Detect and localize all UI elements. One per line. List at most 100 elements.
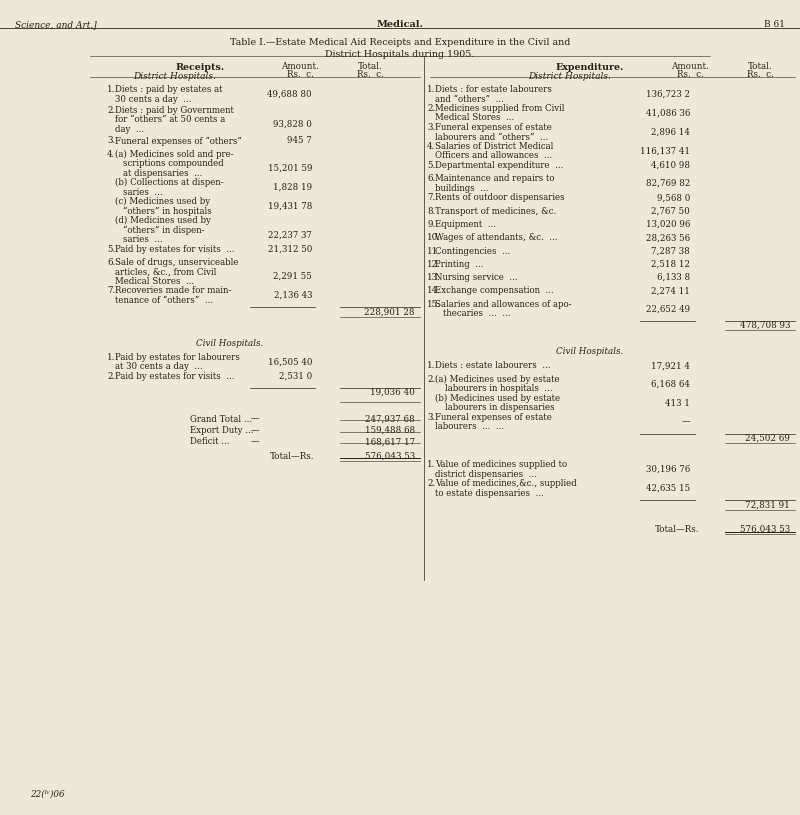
Text: 15,201 59: 15,201 59 — [267, 164, 312, 173]
Text: tenance of “others”  ...: tenance of “others” ... — [115, 296, 213, 305]
Text: 2.: 2. — [427, 479, 435, 488]
Text: scriptions compounded: scriptions compounded — [123, 159, 224, 168]
Text: Transport of medicines, &c.: Transport of medicines, &c. — [435, 206, 556, 216]
Text: Medical.: Medical. — [377, 20, 423, 29]
Text: 72,831 91: 72,831 91 — [746, 500, 790, 509]
Text: 2.: 2. — [107, 106, 115, 115]
Text: Diets : paid by estates at: Diets : paid by estates at — [115, 85, 222, 94]
Text: Officers and allowances  ...: Officers and allowances ... — [435, 152, 552, 161]
Text: labourers in hospitals  ...: labourers in hospitals ... — [445, 384, 553, 394]
Text: 6,133 8: 6,133 8 — [657, 273, 690, 282]
Text: 2,767 50: 2,767 50 — [651, 206, 690, 216]
Text: Rs.  c.: Rs. c. — [677, 70, 703, 79]
Text: (b) Collections at dispen-: (b) Collections at dispen- — [115, 178, 224, 187]
Text: 16,505 40: 16,505 40 — [267, 358, 312, 367]
Text: 1.: 1. — [427, 85, 435, 94]
Text: District Hospitals.: District Hospitals. — [529, 72, 611, 81]
Text: 93,828 0: 93,828 0 — [273, 120, 312, 129]
Text: —: — — [682, 417, 690, 426]
Text: 2.: 2. — [427, 375, 435, 384]
Text: labourers and “others”  ...: labourers and “others” ... — [435, 133, 548, 142]
Text: Science, and Art.]: Science, and Art.] — [15, 20, 97, 29]
Text: 1.: 1. — [107, 85, 115, 94]
Text: 1.: 1. — [427, 460, 435, 469]
Text: 13.: 13. — [427, 273, 441, 282]
Text: 4.: 4. — [107, 150, 115, 159]
Text: 10.: 10. — [427, 233, 441, 242]
Text: 478,708 93: 478,708 93 — [739, 320, 790, 330]
Text: buildings  ...: buildings ... — [435, 184, 489, 193]
Text: 945 7: 945 7 — [287, 136, 312, 145]
Text: for “others” at 50 cents a: for “others” at 50 cents a — [115, 116, 226, 125]
Text: 1.: 1. — [427, 361, 435, 371]
Text: 24,502 69: 24,502 69 — [745, 434, 790, 443]
Text: —: — — [250, 415, 259, 424]
Text: saries  ...: saries ... — [123, 235, 162, 244]
Text: Rents of outdoor dispensaries: Rents of outdoor dispensaries — [435, 193, 565, 202]
Text: labourers  ...  ...: labourers ... ... — [435, 422, 504, 431]
Text: Paid by estates for visits  ...: Paid by estates for visits ... — [115, 244, 234, 253]
Text: (b) Medicines used by estate: (b) Medicines used by estate — [435, 394, 560, 403]
Text: 3.: 3. — [427, 123, 435, 132]
Text: B 61: B 61 — [764, 20, 785, 29]
Text: at dispensaries  ...: at dispensaries ... — [123, 169, 202, 178]
Text: 7.: 7. — [427, 193, 435, 202]
Text: Medicines supplied from Civil: Medicines supplied from Civil — [435, 104, 565, 113]
Text: 21,312 50: 21,312 50 — [268, 244, 312, 253]
Text: Funeral expenses of estate: Funeral expenses of estate — [435, 123, 552, 132]
Text: Diets : estate labourers  ...: Diets : estate labourers ... — [435, 361, 550, 371]
Text: District Hospitals.: District Hospitals. — [134, 72, 217, 81]
Text: Rs.  c.: Rs. c. — [357, 70, 383, 79]
Text: 17,921 4: 17,921 4 — [651, 361, 690, 371]
Text: Total.: Total. — [358, 62, 382, 71]
Text: Recoveries made for main-: Recoveries made for main- — [115, 286, 231, 295]
Text: Amount.: Amount. — [281, 62, 319, 71]
Text: Funeral expenses of estate: Funeral expenses of estate — [435, 412, 552, 421]
Text: Civil Hospitals.: Civil Hospitals. — [196, 339, 264, 348]
Text: 136,723 2: 136,723 2 — [646, 90, 690, 99]
Text: Receipts.: Receipts. — [175, 63, 225, 72]
Text: 4,610 98: 4,610 98 — [651, 161, 690, 170]
Text: 3.: 3. — [427, 412, 435, 421]
Text: 168,617 17: 168,617 17 — [365, 438, 415, 447]
Text: 82,769 82: 82,769 82 — [646, 179, 690, 188]
Text: Equipment  ...: Equipment ... — [435, 220, 496, 229]
Text: 2.: 2. — [107, 372, 115, 381]
Text: 41,086 36: 41,086 36 — [646, 108, 690, 117]
Text: Paid by estates for labourers: Paid by estates for labourers — [115, 353, 240, 362]
Text: Table I.—Estate Medical Aid Receipts and Expenditure in the Civil and: Table I.—Estate Medical Aid Receipts and… — [230, 38, 570, 47]
Text: 13,020 96: 13,020 96 — [646, 220, 690, 229]
Text: saries  ...: saries ... — [123, 187, 162, 196]
Text: Paid by estates for visits  ...: Paid by estates for visits ... — [115, 372, 234, 381]
Text: 5.: 5. — [107, 244, 115, 253]
Text: Salaries and allowances of apo-: Salaries and allowances of apo- — [435, 300, 571, 309]
Text: 9,568 0: 9,568 0 — [657, 193, 690, 202]
Text: 8.: 8. — [427, 206, 435, 216]
Text: (d) Medicines used by: (d) Medicines used by — [115, 216, 211, 225]
Text: 22(ᴵᵛ)06: 22(ᴵᵛ)06 — [30, 790, 65, 799]
Text: Rs.  c.: Rs. c. — [286, 70, 314, 79]
Text: 7.: 7. — [107, 286, 115, 295]
Text: 4.: 4. — [427, 142, 435, 151]
Text: articles, &c., from Civil: articles, &c., from Civil — [115, 267, 216, 276]
Text: Sale of drugs, unserviceable: Sale of drugs, unserviceable — [115, 258, 238, 267]
Text: “others” in hospitals: “others” in hospitals — [123, 206, 212, 216]
Text: 7,287 38: 7,287 38 — [651, 246, 690, 255]
Text: 247,937 68: 247,937 68 — [366, 415, 415, 424]
Text: —: — — [250, 426, 259, 435]
Text: Grand Total ...: Grand Total ... — [190, 415, 252, 424]
Text: Exchange compensation  ...: Exchange compensation ... — [435, 286, 554, 295]
Text: Wages of attendants, &c.  ...: Wages of attendants, &c. ... — [435, 233, 558, 242]
Text: Salaries of District Medical: Salaries of District Medical — [435, 142, 554, 151]
Text: 2,291 55: 2,291 55 — [274, 272, 312, 281]
Text: 5.: 5. — [427, 161, 435, 170]
Text: “others” in dispen-: “others” in dispen- — [123, 226, 205, 235]
Text: Civil Hospitals.: Civil Hospitals. — [556, 347, 624, 356]
Text: Value of medicines,&c., supplied: Value of medicines,&c., supplied — [435, 479, 577, 488]
Text: 30,196 76: 30,196 76 — [646, 465, 690, 474]
Text: Expenditure.: Expenditure. — [556, 63, 624, 72]
Text: Funeral expenses of “others”: Funeral expenses of “others” — [115, 136, 242, 146]
Text: 3.: 3. — [107, 136, 115, 145]
Text: Amount.: Amount. — [671, 62, 709, 71]
Text: 413 1: 413 1 — [665, 399, 690, 408]
